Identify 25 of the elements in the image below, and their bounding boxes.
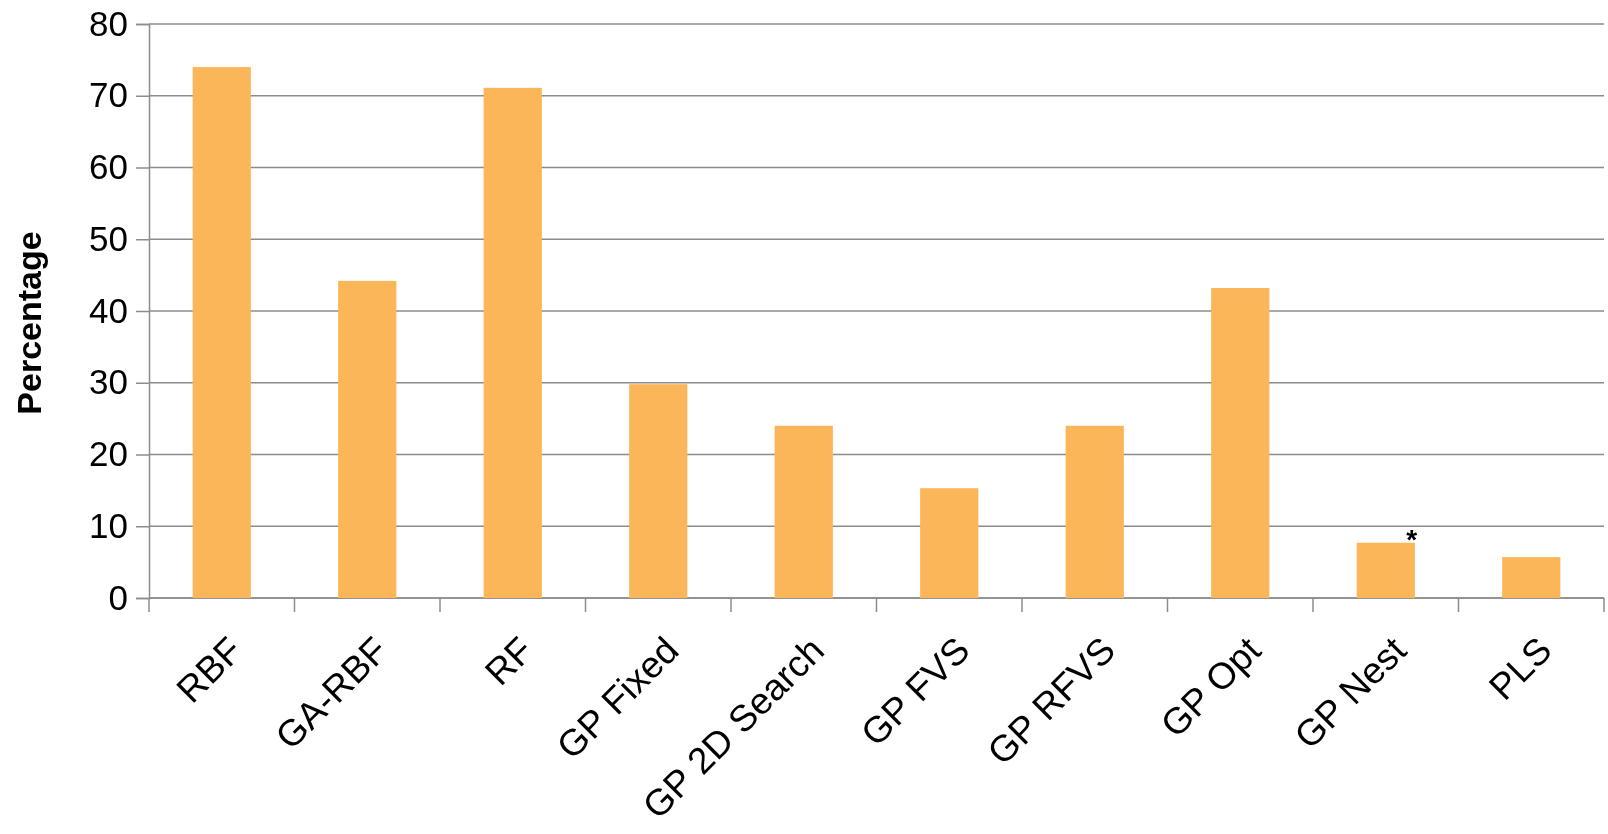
y-tick-label: 40 xyxy=(89,290,128,330)
x-tick-label: GP FVS xyxy=(853,629,978,754)
y-tick-label: 20 xyxy=(89,434,128,474)
y-tick-label: 30 xyxy=(89,362,128,402)
y-tick-label: 60 xyxy=(89,147,128,187)
y-tick-label: 50 xyxy=(89,218,128,258)
y-tick-label: 10 xyxy=(89,505,128,545)
bar xyxy=(483,87,542,598)
bar xyxy=(1211,288,1270,598)
bar xyxy=(192,67,251,598)
x-tick-label: PLS xyxy=(1481,629,1560,708)
bar xyxy=(774,425,833,598)
y-axis-title: Percentage xyxy=(9,231,48,415)
y-tick-label: 80 xyxy=(89,3,128,43)
x-tick-label: RF xyxy=(477,629,542,694)
annotation: * xyxy=(1406,523,1418,555)
x-tick-label: GP Opt xyxy=(1152,628,1270,746)
bar xyxy=(1502,557,1561,598)
bar xyxy=(920,488,979,598)
y-tick-label: 0 xyxy=(108,577,128,617)
bar xyxy=(1356,542,1415,598)
bar xyxy=(1065,425,1124,598)
bar xyxy=(629,384,688,598)
bar xyxy=(338,280,397,598)
y-tick-label: 70 xyxy=(89,75,128,115)
